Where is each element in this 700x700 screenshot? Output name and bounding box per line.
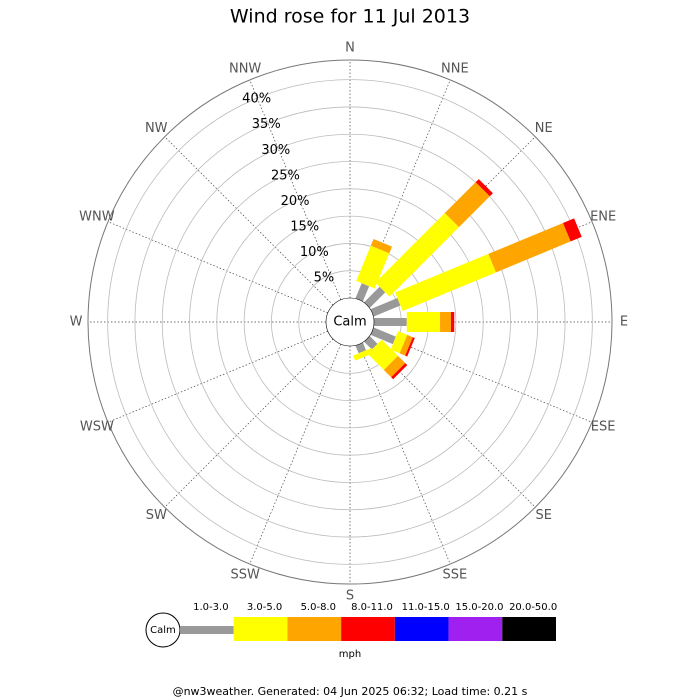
footer: @nw3weather. Generated: 04 Jun 2025 06:3… (173, 685, 528, 698)
wind-bar (356, 245, 390, 289)
wind-bar (440, 312, 451, 332)
grid-ring (134, 106, 566, 538)
spoke (358, 344, 451, 565)
wind-bar (364, 286, 386, 308)
spoke (107, 221, 328, 314)
r-tick-label: 30% (261, 143, 290, 158)
legend-label: 15.0-20.0 (455, 602, 503, 613)
wind-bar (444, 182, 490, 228)
wind-bar (364, 336, 378, 350)
grid-ring (243, 215, 457, 429)
r-tick-label: 15% (290, 219, 319, 234)
spoke (164, 338, 334, 508)
calm-circle (325, 297, 375, 347)
wind-bar (391, 363, 408, 380)
legend-swatch (180, 626, 234, 634)
direction-label: SE (536, 508, 552, 523)
direction-label: SSE (442, 568, 467, 583)
direction-label: ENE (590, 210, 616, 225)
wind-bar (367, 339, 398, 370)
r-tick-label: 35% (252, 117, 281, 132)
wind-bar (563, 218, 582, 242)
legend-swatch (448, 617, 503, 641)
wind-bar (406, 312, 441, 332)
wind-bar (355, 342, 367, 354)
direction-label: NE (535, 121, 553, 136)
direction-label: WNW (79, 210, 115, 225)
center-label: Calm (333, 315, 366, 330)
grid-ring (216, 188, 484, 456)
legend-label: 1.0-3.0 (193, 602, 228, 613)
legend-label: 20.0-50.0 (509, 602, 557, 613)
grid-ring (189, 161, 511, 483)
wind-bar (405, 337, 415, 357)
direction-label: N (345, 41, 355, 56)
spoke (164, 136, 334, 306)
r-tick-label: 25% (271, 168, 300, 183)
r-tick-label: 40% (242, 92, 271, 107)
direction-label: S (346, 589, 354, 604)
direction-label: SSW (230, 568, 260, 583)
legend-swatch (233, 617, 288, 641)
wind-bar (353, 347, 374, 361)
legend-swatch (341, 617, 395, 641)
direction-label: SW (146, 508, 167, 523)
wind-bar (370, 239, 393, 254)
wind-bar (370, 298, 401, 317)
legend-label: 3.0-5.0 (247, 602, 282, 613)
legend-swatch (502, 617, 556, 641)
direction-label: WSW (80, 419, 114, 434)
legend-swatch (287, 617, 342, 641)
chart-title: Wind rose for 11 Jul 2013 (230, 6, 470, 28)
grid-ring (107, 79, 593, 565)
wind-bar (450, 312, 455, 332)
legend-label: 8.0-11.0 (351, 602, 393, 613)
direction-label: E (620, 315, 628, 330)
wind-bar (475, 179, 493, 197)
legend-label: 5.0-8.0 (301, 602, 336, 613)
direction-label: W (70, 315, 83, 330)
wind-bar (374, 318, 407, 326)
spoke (249, 344, 342, 565)
wind-bar (390, 331, 408, 354)
wind-bar (395, 253, 497, 311)
wind-bar (355, 283, 370, 302)
legend-swatch (394, 617, 449, 641)
legend-unit: mph (339, 649, 361, 660)
r-tick-label: 20% (281, 194, 310, 209)
r-tick-label: 5% (314, 270, 335, 285)
wind-bar (375, 213, 459, 297)
direction-label: ESE (591, 419, 616, 434)
wind-bar (370, 327, 396, 345)
spoke (249, 79, 342, 300)
r-tick-label: 10% (300, 245, 329, 260)
wind-bar (383, 355, 406, 378)
outer-ring (87, 59, 613, 585)
spoke (107, 330, 328, 423)
direction-label: NW (145, 121, 168, 136)
wind-bar (399, 334, 413, 356)
direction-label: NNW (229, 61, 261, 76)
direction-label: NNE (441, 61, 469, 76)
grid-ring (161, 133, 539, 511)
wind-bar (488, 222, 571, 273)
legend-label: 11.0-15.0 (402, 602, 450, 613)
legend-calm: Calm (150, 625, 176, 636)
